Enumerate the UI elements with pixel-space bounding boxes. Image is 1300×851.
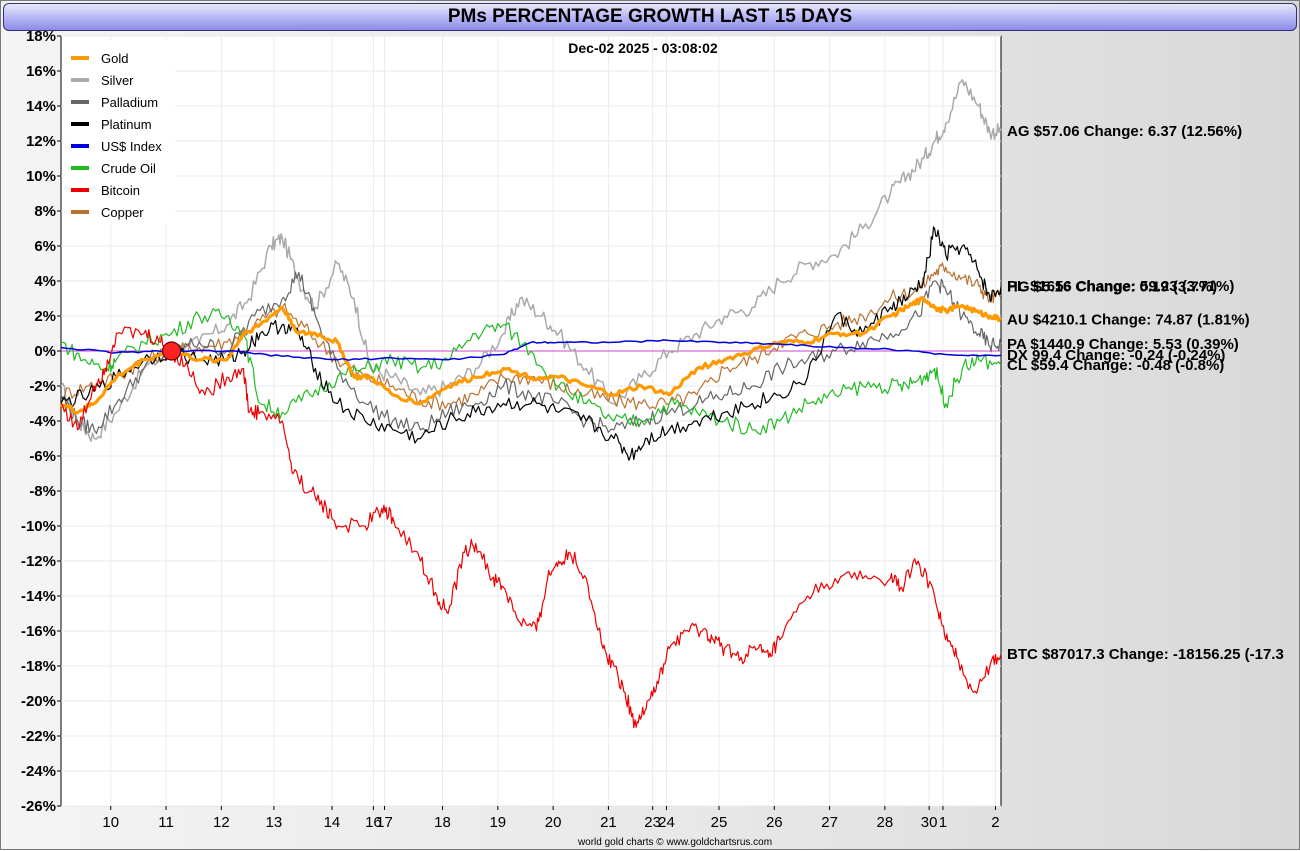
value-annotation: AU $4210.1 Change: 74.87 (1.81%) — [1007, 311, 1250, 328]
y-tick-label: -18% — [21, 658, 56, 675]
x-tick-label: 13 — [266, 814, 283, 831]
y-tick-label: 14% — [26, 98, 56, 115]
series-line-crude-oil — [60, 308, 1002, 436]
legend-label: Palladium — [101, 95, 158, 110]
x-tick-label: 12 — [213, 814, 230, 831]
chart-title: PMs PERCENTAGE GROWTH LAST 15 DAYS — [3, 3, 1297, 31]
y-tick-label: -4% — [29, 413, 56, 430]
chart-timestamp: Dec-02 2025 - 03:08:02 — [568, 40, 718, 56]
x-tick-label: 18 — [434, 814, 451, 831]
y-tick-label: 10% — [26, 168, 56, 185]
x-tick-label: 30 — [921, 814, 938, 831]
y-tick-label: -12% — [21, 553, 56, 570]
x-tick-label: 20 — [545, 814, 562, 831]
chart-credit: world gold charts © www.goldchartsrus.co… — [577, 837, 772, 848]
value-annotation: BTC $87017.3 Change: -18156.25 (-17.3 — [1007, 646, 1284, 663]
value-annotation: CL $59.4 Change: -0.48 (-0.8%) — [1007, 357, 1224, 374]
value-annotation: DX 99.4 Change: -0.24 (-0.24%) — [1007, 347, 1225, 364]
y-tick-label: -22% — [21, 728, 56, 745]
start-marker — [161, 341, 182, 361]
y-tick-label: -2% — [29, 378, 56, 395]
y-tick-label: 0% — [34, 343, 56, 360]
x-tick-label: 17 — [376, 814, 393, 831]
y-tick-label: 4% — [34, 273, 56, 290]
value-annotation: HG $5.16 Change: 0.19 (3.7%) — [1007, 278, 1217, 295]
y-tick-label: -20% — [21, 693, 56, 710]
x-tick-label: 23 — [644, 814, 661, 831]
y-tick-label: -6% — [29, 448, 56, 465]
series-line-platinum — [60, 226, 1002, 461]
y-tick-label: -10% — [21, 518, 56, 535]
legend-label: Crude Oil — [101, 161, 156, 176]
legend-label: Gold — [101, 51, 128, 66]
legend-label: Platinum — [101, 117, 152, 132]
x-tick-label: 26 — [766, 814, 783, 831]
y-tick-label: 8% — [34, 203, 56, 220]
x-tick-label: 25 — [711, 814, 728, 831]
x-tick-label: 27 — [821, 814, 838, 831]
y-tick-label: -14% — [21, 588, 56, 605]
x-tick-label: 16 — [365, 814, 382, 831]
x-tick-label: 11 — [158, 814, 174, 831]
y-tick-label: 18% — [26, 28, 56, 45]
x-tick-label: 2 — [991, 814, 999, 831]
series-line-copper — [60, 262, 1002, 411]
value-annotation: AG $57.06 Change: 6.37 (12.56%) — [1007, 123, 1242, 140]
y-tick-label: -24% — [21, 763, 56, 780]
series-line-bitcoin — [60, 326, 1002, 729]
y-tick-label: 6% — [34, 238, 56, 255]
legend-box — [65, 40, 175, 224]
x-tick-label: 1 — [939, 814, 947, 831]
y-tick-label: -26% — [21, 798, 56, 815]
series-line-gold — [59, 296, 1002, 415]
y-tick-label: 16% — [26, 63, 56, 80]
y-tick-label: -16% — [21, 623, 56, 640]
value-annotation: PL $1656 Change: 59.23 (3.71%) — [1007, 278, 1234, 295]
x-tick-label: 24 — [658, 814, 675, 831]
value-annotation: PA $1440.9 Change: 5.53 (0.39%) — [1007, 336, 1239, 353]
legend-label: Copper — [101, 205, 144, 220]
series-line-us-index — [60, 339, 1002, 361]
y-tick-label: 2% — [34, 308, 56, 325]
x-tick-label: 10 — [102, 814, 119, 831]
y-tick-label: 12% — [26, 133, 56, 150]
series-line-silver — [60, 79, 1002, 442]
series-line-palladium — [60, 271, 1002, 435]
x-tick-label: 21 — [600, 814, 617, 831]
x-tick-label: 19 — [489, 814, 506, 831]
y-tick-label: -8% — [29, 483, 56, 500]
legend-label: Silver — [101, 73, 134, 88]
legend-label: Bitcoin — [101, 183, 140, 198]
x-tick-label: 14 — [324, 814, 341, 831]
legend-label: US$ Index — [101, 139, 162, 154]
x-tick-label: 28 — [877, 814, 894, 831]
